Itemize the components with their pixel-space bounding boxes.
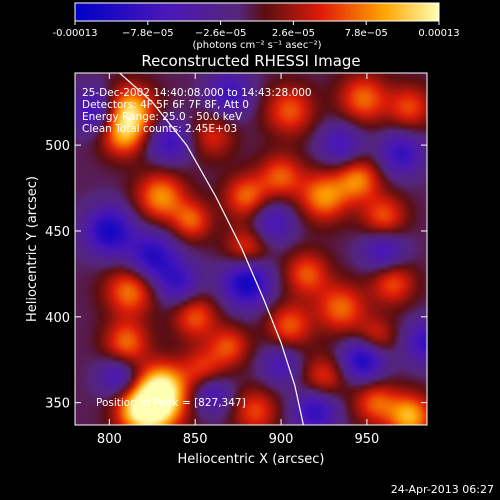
- colorbar-ticks: -0.00013 −7.8e−05 −2.6e−05 2.6e−05 7.8e−05 0.…: [53, 21, 460, 39]
- heatmap-image: [75, 73, 427, 425]
- footer-timestamp: 24-Apr-2013 06:27: [390, 483, 494, 496]
- colorbar: -0.00013 −7.8e−05 −2.6e−05 2.6e−05 7.8e−05 0.…: [53, 2, 460, 51]
- plot-frame: [74, 72, 428, 426]
- colorbar-tick-label: 2.6e−05: [272, 28, 315, 39]
- annotation-line: Clean Total counts: 2.45E+03: [82, 123, 237, 135]
- colorbar-tick-label: −2.6e−05: [195, 28, 247, 39]
- solar-limb-curve: [119, 73, 304, 425]
- x-tick-label: 900: [269, 432, 294, 447]
- colorbar-unit-label: (photons cm⁻² s⁻¹ asec⁻²): [192, 40, 321, 51]
- x-tick-label: 850: [183, 432, 208, 447]
- colorbar-gradient: [74, 2, 440, 22]
- peak-position-label: Position of Peak = [827,347]: [96, 397, 246, 409]
- y-tick-label: 500: [45, 139, 70, 154]
- annotation-block: 25-Dec-2002 14:40:08.000 to 14:43:28.000…: [82, 87, 312, 135]
- annotation-line: 25-Dec-2002 14:40:08.000 to 14:43:28.000: [82, 87, 312, 99]
- annotation-line: Detectors: 4F 5F 6F 7F 8F, Att 0: [82, 99, 249, 111]
- colorbar-tick-label: 0.00013: [418, 28, 459, 39]
- y-axis-title: Heliocentric Y (arcsec): [25, 176, 40, 322]
- x-tick-label: 800: [97, 432, 122, 447]
- x-axis-title: Heliocentric X (arcsec): [178, 452, 325, 467]
- x-tick-label: 950: [354, 432, 379, 447]
- colorbar-tick-label: 7.8e−05: [345, 28, 388, 39]
- chart-title: Reconstructed RHESSI Image: [141, 52, 360, 70]
- y-tick-label: 400: [45, 311, 70, 326]
- colorbar-tick-label: −7.8e−05: [122, 28, 174, 39]
- annotation-line: Energy Range: 25.0 - 50.0 keV: [82, 111, 243, 123]
- y-tick-label: 350: [45, 397, 70, 412]
- x-axis-ticks: 800 850 900 950: [97, 73, 379, 447]
- y-tick-label: 450: [45, 225, 70, 240]
- y-axis-ticks: 350 400 450 500: [45, 139, 427, 412]
- colorbar-tick-label: -0.00013: [53, 28, 98, 39]
